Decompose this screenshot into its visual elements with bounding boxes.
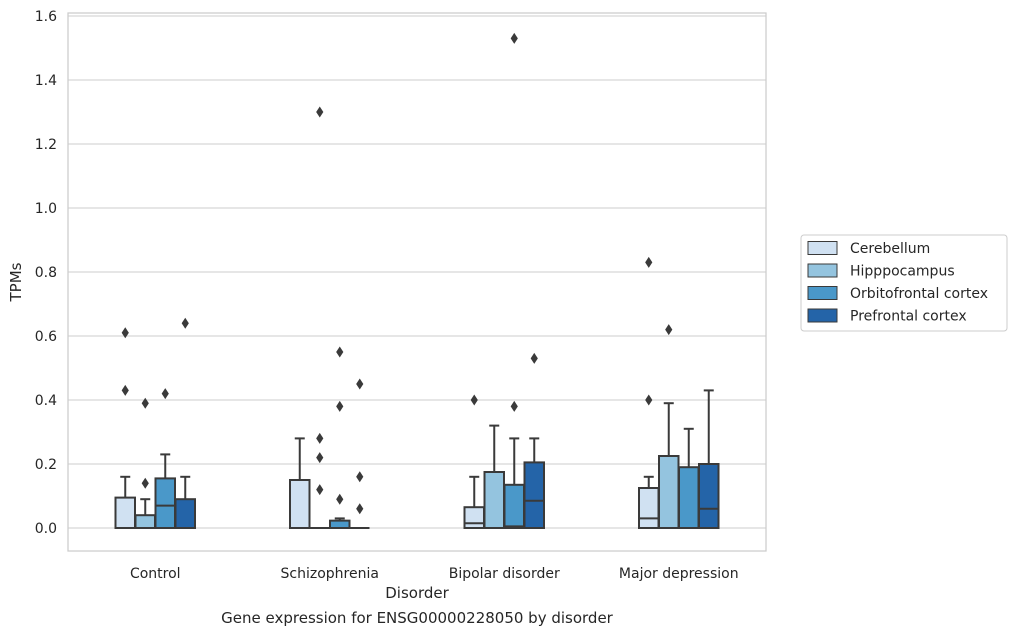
box-rect: [154, 477, 176, 529]
gridlines: [68, 15, 766, 529]
y-tick-label: 0.4: [35, 393, 57, 409]
boxes: [114, 389, 720, 530]
outlier-point: [645, 394, 653, 406]
box-rect: [114, 496, 136, 530]
x-axis-label: Disorder: [385, 584, 449, 602]
y-tick-labels: 0.0 0.2 0.4 0.6 0.8 1.0 1.2 1.4 1.6: [35, 9, 57, 537]
legend-swatch: [807, 308, 838, 323]
box-rect: [134, 514, 156, 530]
box-cerebellum: [638, 475, 660, 529]
box-cerebellum: [289, 437, 311, 529]
outlier-point: [141, 397, 149, 409]
outlier-point: [336, 400, 344, 412]
outlier-point: [336, 493, 344, 505]
box-hipppocampus: [658, 402, 680, 529]
outlier-point: [645, 256, 653, 268]
x-tick-label: Control: [130, 566, 181, 582]
plot-frame: [67, 12, 767, 552]
box-rect: [329, 519, 351, 530]
outlier-point: [510, 32, 518, 44]
box-rect: [698, 463, 720, 529]
y-tick-label: 0.6: [35, 329, 57, 345]
legend-swatch: [807, 241, 838, 255]
x-tick-label: Major depression: [619, 566, 739, 582]
y-axis-label: TPMs: [7, 262, 25, 302]
outlier-point: [141, 477, 149, 489]
outlier-point: [356, 503, 364, 515]
outlier-point: [121, 384, 129, 396]
y-tick-label: 0.8: [35, 265, 57, 281]
box-prefrontal-cortex: [174, 475, 196, 530]
outlier-point: [356, 378, 364, 390]
legend-swatch: [807, 263, 838, 278]
outlier-point: [316, 106, 324, 118]
outliers: [121, 32, 673, 515]
box-cerebellum: [114, 475, 136, 530]
legend-swatch: [807, 286, 838, 300]
box-rect: [658, 455, 680, 529]
y-tick-label: 0.0: [35, 521, 57, 537]
legend-label: Prefrontal cortex: [850, 309, 967, 325]
box-orbitofrontal-cortex: [329, 517, 351, 530]
outlier-point: [530, 352, 538, 364]
box-rect: [289, 479, 311, 529]
box-rect: [483, 471, 505, 529]
outlier-point: [316, 432, 324, 444]
legend: Cerebellum Hipppocampus Orbitofrontal cort…: [800, 234, 1008, 332]
outlier-point: [316, 484, 324, 496]
legend-label: Hipppocampus: [850, 264, 955, 280]
box-rect: [463, 506, 485, 530]
legend-label: Cerebellum: [850, 241, 930, 257]
chart-caption: Gene expression for ENSG00000228050 by d…: [221, 609, 613, 627]
box-rect: [638, 487, 660, 529]
y-tick-label: 1.0: [35, 201, 57, 217]
box-rect: [523, 461, 545, 529]
box-rect: [503, 483, 525, 529]
box-orbitofrontal-cortex: [678, 427, 700, 530]
x-tick-label: Bipolar disorder: [449, 566, 560, 582]
outlier-point: [470, 394, 478, 406]
box-orbitofrontal-cortex: [154, 453, 176, 529]
outlier-point: [510, 400, 518, 412]
box-cerebellum: [463, 475, 485, 530]
y-tick-label: 0.2: [35, 457, 57, 473]
box-rect: [174, 498, 196, 530]
x-tick-labels: Control Schizophrenia Bipolar disorder Majo…: [130, 566, 739, 582]
box-orbitofrontal-cortex: [503, 437, 525, 529]
outlier-point: [356, 471, 364, 483]
outlier-point: [336, 346, 344, 358]
outlier-point: [665, 324, 673, 336]
outlier-point: [121, 327, 129, 339]
box-hipppocampus: [134, 498, 156, 530]
legend-label: Orbitofrontal cortex: [850, 286, 988, 302]
y-tick-label: 1.2: [35, 137, 57, 153]
box-prefrontal-cortex: [523, 437, 545, 529]
y-tick-label: 1.6: [35, 9, 57, 25]
y-tick-label: 1.4: [35, 73, 57, 89]
x-tick-label: Schizophrenia: [281, 566, 379, 582]
box-hipppocampus: [483, 424, 505, 529]
outlier-point: [316, 452, 324, 464]
legend-frame: [800, 234, 1008, 332]
outlier-point: [181, 317, 189, 329]
box-rect: [678, 466, 700, 530]
box-prefrontal-cortex: [698, 389, 720, 529]
outlier-point: [161, 388, 169, 400]
